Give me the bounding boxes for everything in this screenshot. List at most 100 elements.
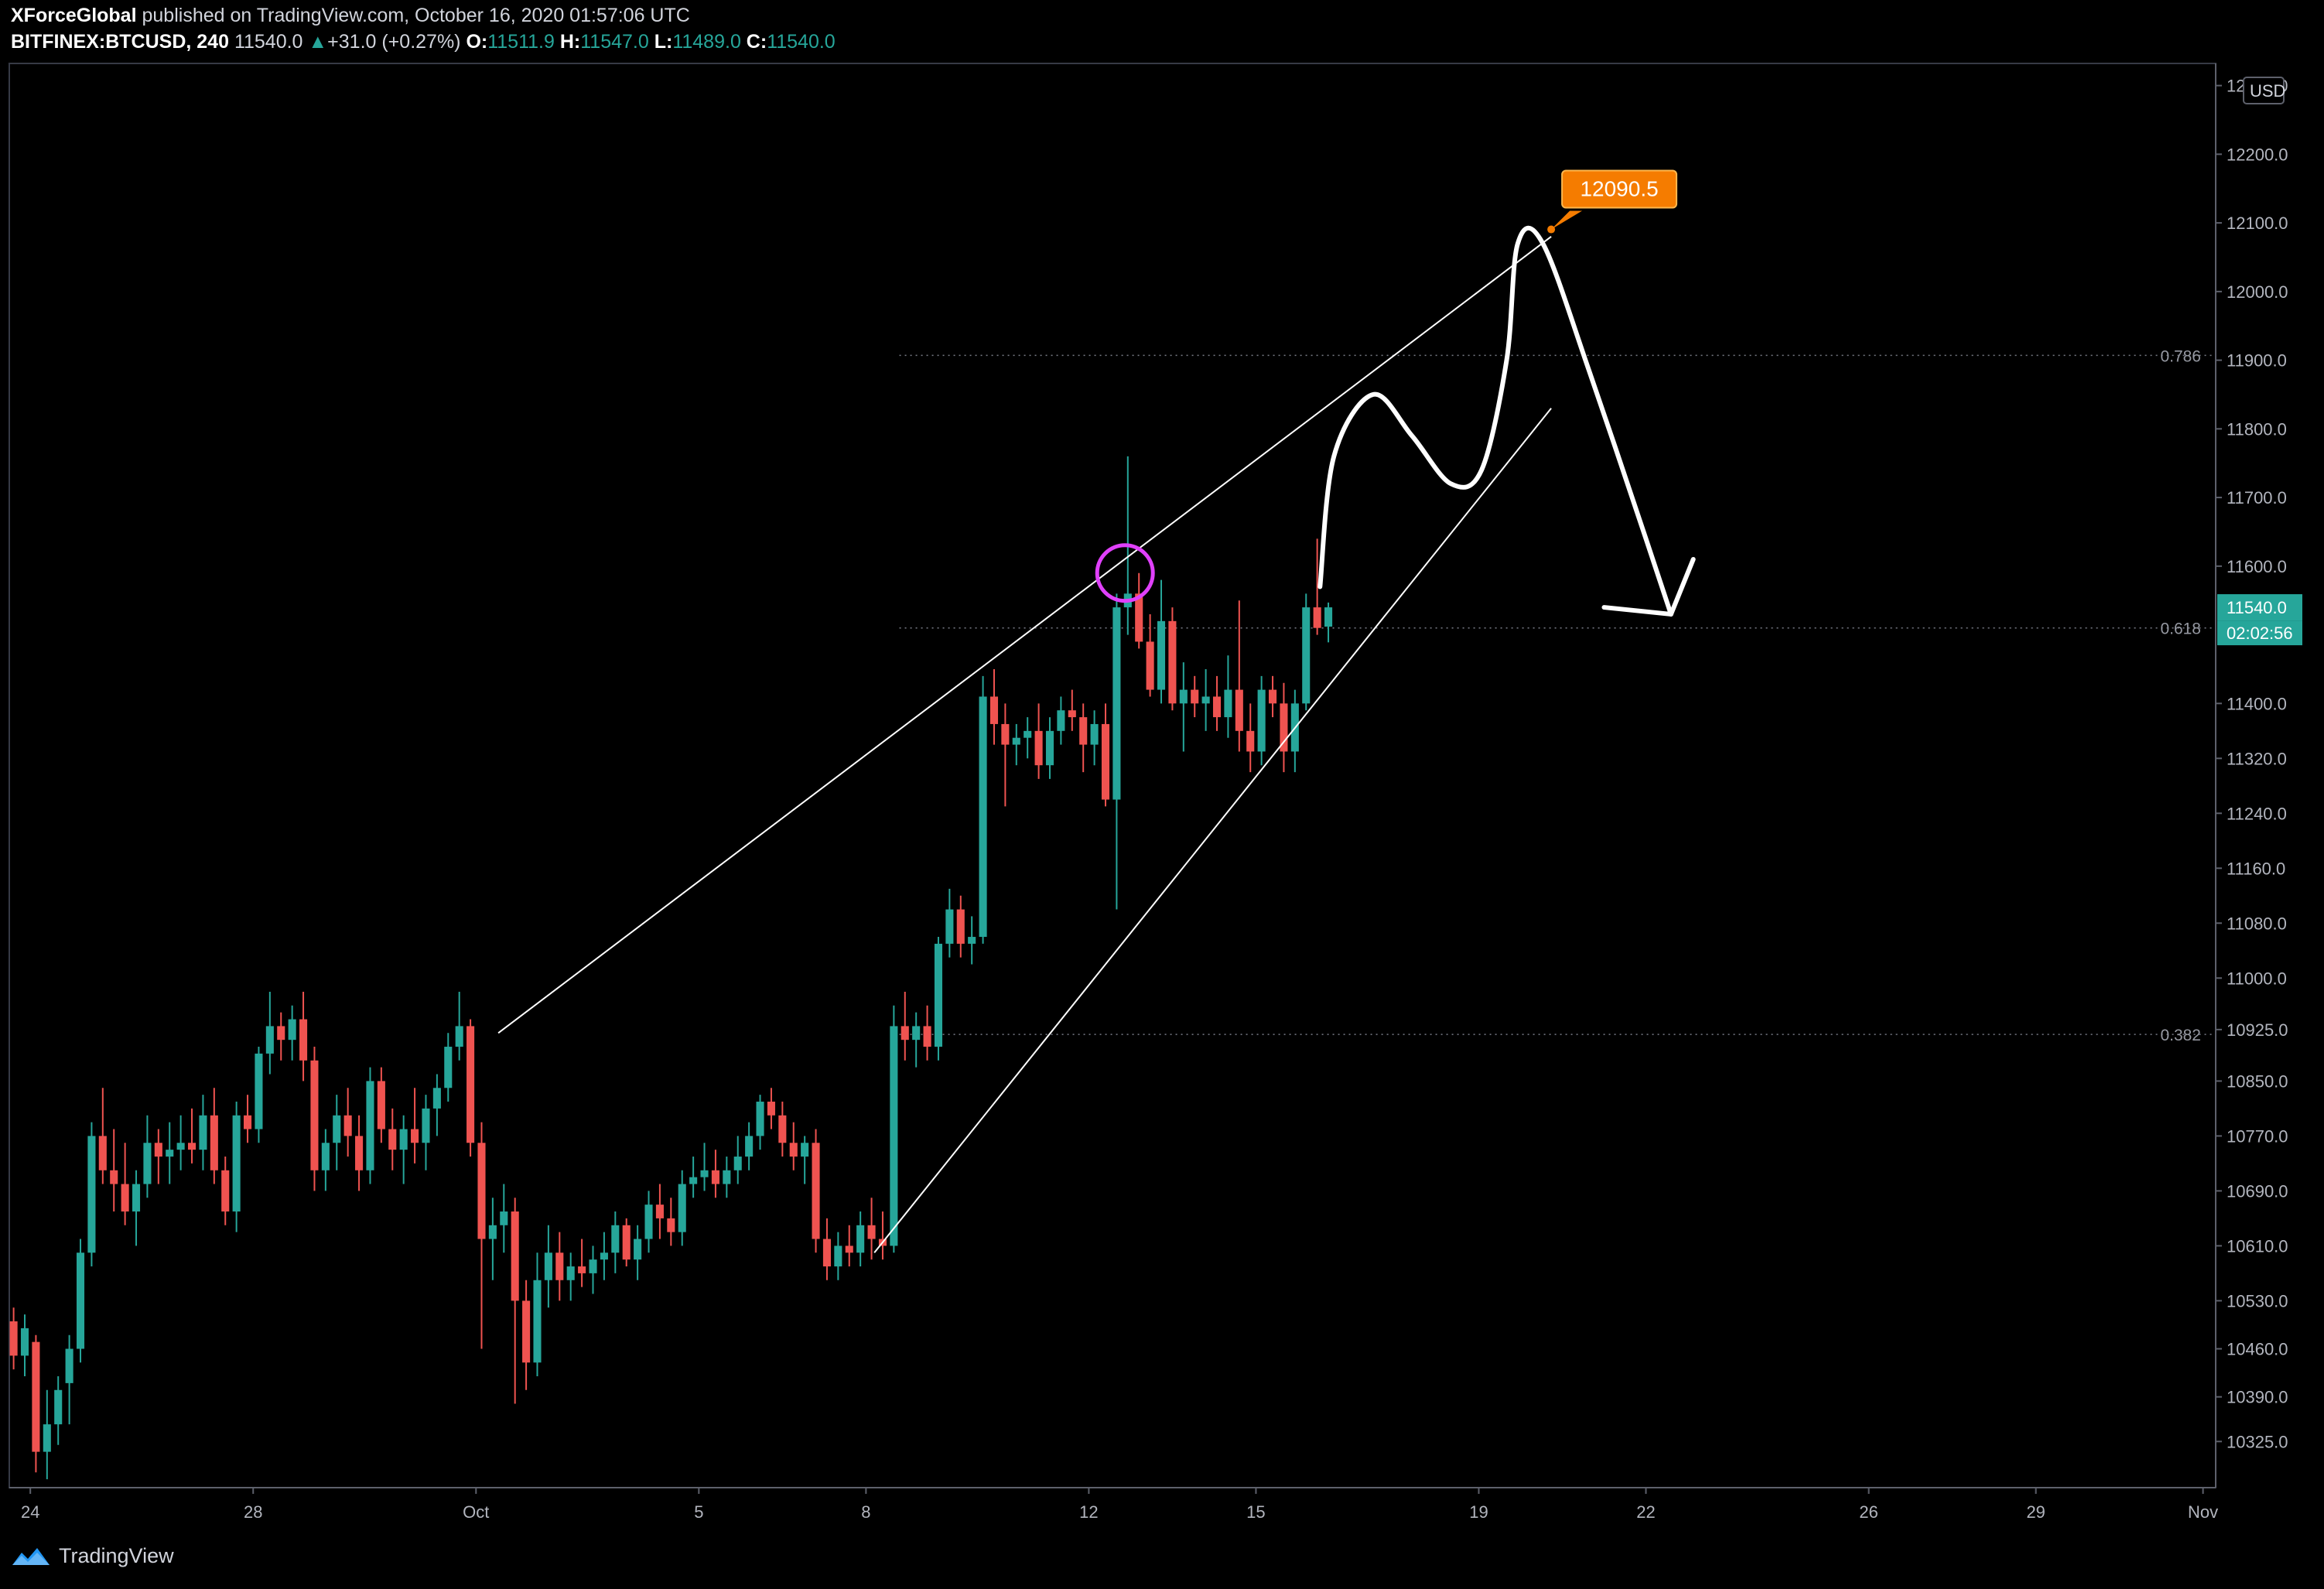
candle-body[interactable] bbox=[444, 1047, 453, 1088]
candle-body[interactable] bbox=[500, 1211, 508, 1225]
candle-body[interactable] bbox=[9, 1321, 18, 1356]
candle-body[interactable] bbox=[232, 1115, 241, 1212]
upper-wedge-line[interactable] bbox=[497, 236, 1552, 1034]
candle-body[interactable] bbox=[467, 1026, 475, 1143]
candle-body[interactable] bbox=[299, 1019, 308, 1061]
candle-body[interactable] bbox=[1235, 689, 1243, 731]
candle-body[interactable] bbox=[20, 1328, 29, 1356]
candle-body[interactable] bbox=[533, 1280, 542, 1363]
candle-body[interactable] bbox=[723, 1170, 731, 1184]
candle-body[interactable] bbox=[477, 1143, 486, 1239]
candle-body[interactable] bbox=[566, 1266, 575, 1280]
lower-wedge-line[interactable] bbox=[873, 408, 1552, 1253]
candle-body[interactable] bbox=[667, 1218, 675, 1232]
candle-body[interactable] bbox=[912, 1026, 921, 1041]
candle-body[interactable] bbox=[366, 1081, 374, 1170]
candle-body[interactable] bbox=[634, 1239, 642, 1260]
candle-body[interactable] bbox=[1057, 710, 1065, 731]
candle-body[interactable] bbox=[611, 1225, 620, 1253]
candle-body[interactable] bbox=[1179, 689, 1188, 704]
candle-body[interactable] bbox=[98, 1136, 107, 1170]
candle-body[interactable] bbox=[756, 1102, 764, 1136]
candle-body[interactable] bbox=[43, 1424, 51, 1452]
candle-body[interactable] bbox=[856, 1225, 865, 1253]
candle-body[interactable] bbox=[789, 1143, 798, 1157]
candle-body[interactable] bbox=[968, 937, 976, 944]
candle-body[interactable] bbox=[1112, 607, 1121, 800]
candle-body[interactable] bbox=[923, 1026, 931, 1047]
candle-body[interactable] bbox=[1168, 620, 1177, 704]
candle-body[interactable] bbox=[32, 1341, 40, 1452]
candle-body[interactable] bbox=[265, 1026, 274, 1054]
candle-body[interactable] bbox=[812, 1143, 820, 1239]
candle-body[interactable] bbox=[221, 1170, 230, 1212]
candle-body[interactable] bbox=[333, 1115, 341, 1143]
candle-body[interactable] bbox=[1034, 730, 1043, 766]
candle-body[interactable] bbox=[956, 909, 965, 944]
candle-body[interactable] bbox=[1201, 696, 1210, 704]
candle-body[interactable] bbox=[689, 1177, 698, 1184]
candle-body[interactable] bbox=[600, 1252, 608, 1260]
candle-body[interactable] bbox=[321, 1143, 330, 1170]
candle-body[interactable] bbox=[1212, 696, 1222, 718]
candle-body[interactable] bbox=[65, 1348, 73, 1383]
candle-body[interactable] bbox=[87, 1136, 96, 1253]
candle-body[interactable] bbox=[511, 1211, 519, 1301]
candle-body[interactable] bbox=[54, 1389, 63, 1425]
candle-body[interactable] bbox=[1045, 730, 1054, 766]
candle-body[interactable] bbox=[1101, 723, 1110, 800]
candle-body[interactable] bbox=[1024, 730, 1032, 738]
currency-badge[interactable] bbox=[2243, 77, 2285, 104]
candle-body[interactable] bbox=[154, 1143, 162, 1157]
candle-body[interactable] bbox=[255, 1053, 263, 1129]
candle-body[interactable] bbox=[121, 1184, 129, 1212]
candle-body[interactable] bbox=[700, 1170, 709, 1177]
candle-body[interactable] bbox=[143, 1143, 152, 1184]
candle-body[interactable] bbox=[199, 1115, 207, 1150]
projection-arrowhead[interactable] bbox=[1601, 556, 1696, 617]
candle-body[interactable] bbox=[166, 1150, 174, 1157]
candle-body[interactable] bbox=[934, 943, 943, 1047]
publisher-name[interactable]: XForceGlobal bbox=[11, 5, 137, 26]
candle-body[interactable] bbox=[187, 1143, 197, 1150]
candle-body[interactable] bbox=[901, 1026, 909, 1041]
candle-body[interactable] bbox=[1302, 607, 1311, 704]
candle-body[interactable] bbox=[622, 1225, 631, 1260]
candle-body[interactable] bbox=[834, 1246, 842, 1267]
candle-body[interactable] bbox=[1224, 689, 1232, 718]
candle-body[interactable] bbox=[778, 1115, 787, 1143]
candle-body[interactable] bbox=[176, 1143, 185, 1150]
candle-body[interactable] bbox=[1313, 607, 1321, 628]
candle-body[interactable] bbox=[355, 1136, 364, 1170]
candle-body[interactable] bbox=[1068, 710, 1076, 718]
candle-body[interactable] bbox=[110, 1170, 118, 1184]
candle-body[interactable] bbox=[1146, 641, 1154, 690]
candle-body[interactable] bbox=[411, 1129, 419, 1143]
symbol-label[interactable]: BITFINEX:BTCUSD, 240 bbox=[11, 31, 229, 53]
tradingview-footer[interactable]: TradingView bbox=[11, 1544, 174, 1568]
candle-body[interactable] bbox=[1001, 723, 1010, 745]
candle-body[interactable] bbox=[244, 1115, 252, 1129]
candle-body[interactable] bbox=[767, 1102, 775, 1116]
candle-body[interactable] bbox=[76, 1252, 85, 1349]
candle-body[interactable] bbox=[522, 1300, 531, 1363]
candle-body[interactable] bbox=[1012, 737, 1020, 745]
candle-body[interactable] bbox=[488, 1225, 497, 1239]
target-anchor-point[interactable] bbox=[1547, 225, 1556, 234]
candle-body[interactable] bbox=[822, 1239, 831, 1267]
candle-body[interactable] bbox=[399, 1129, 408, 1150]
candle-body[interactable] bbox=[210, 1115, 218, 1170]
candle-body[interactable] bbox=[1135, 593, 1143, 642]
candle-body[interactable] bbox=[578, 1266, 586, 1273]
candle-body[interactable] bbox=[310, 1060, 319, 1170]
candle-body[interactable] bbox=[1280, 703, 1288, 752]
candle-body[interactable] bbox=[589, 1259, 597, 1273]
candle-body[interactable] bbox=[711, 1170, 719, 1184]
candle-body[interactable] bbox=[343, 1115, 352, 1136]
candle-body[interactable] bbox=[678, 1184, 686, 1232]
candle-body[interactable] bbox=[867, 1225, 876, 1239]
candle-body[interactable] bbox=[745, 1136, 754, 1157]
candle-body[interactable] bbox=[733, 1157, 742, 1170]
candle-body[interactable] bbox=[989, 696, 999, 724]
